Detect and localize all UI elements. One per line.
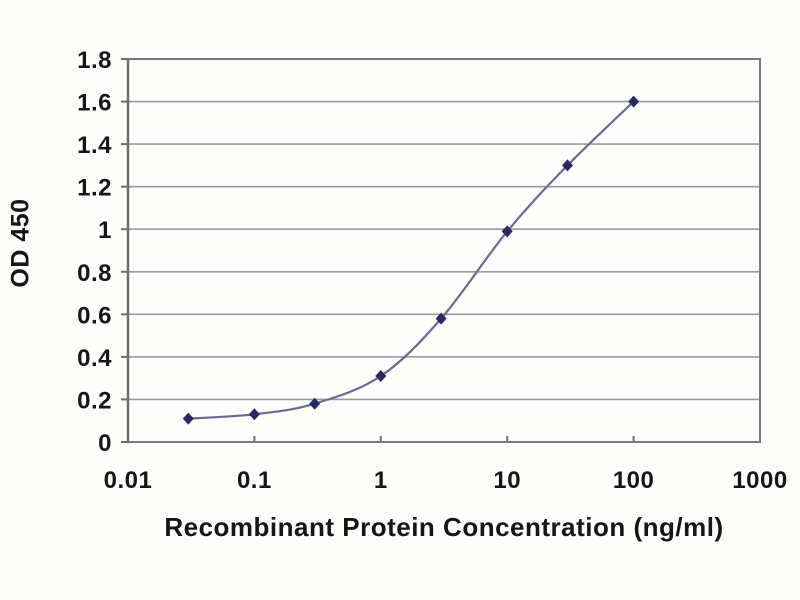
data-point-marker bbox=[375, 370, 387, 382]
y-axis-title: OD 450 bbox=[6, 198, 35, 288]
x-tick-label: 0.1 bbox=[237, 467, 272, 494]
x-tick-label: 0.01 bbox=[104, 467, 153, 494]
series-line bbox=[187, 100, 635, 420]
data-point-marker bbox=[562, 159, 573, 172]
data-point-marker bbox=[501, 225, 513, 238]
x-tick-label: 1000 bbox=[732, 467, 787, 494]
y-tick-label: 0.2 bbox=[77, 387, 112, 414]
y-tick-label: 1.2 bbox=[77, 175, 112, 202]
x-tick-label: 10 bbox=[493, 467, 521, 494]
data-point-marker bbox=[182, 412, 194, 425]
y-tick-label: 1.8 bbox=[77, 47, 112, 74]
data-point-marker bbox=[628, 95, 640, 108]
y-tick-label: 1 bbox=[98, 217, 112, 244]
x-tick-label: 100 bbox=[613, 467, 655, 494]
y-tick-label: 0.4 bbox=[77, 345, 112, 372]
x-axis-title: Recombinant Protein Concentration (ng/ml… bbox=[164, 512, 724, 542]
data-point-marker bbox=[309, 397, 321, 410]
y-tick-label: 0.8 bbox=[77, 260, 112, 287]
data-point-marker bbox=[248, 408, 260, 421]
data-point-marker bbox=[435, 312, 447, 325]
y-tick-label: 1.6 bbox=[77, 90, 112, 117]
y-tick-label: 0.6 bbox=[77, 302, 112, 329]
x-tick-label: 1 bbox=[374, 467, 388, 494]
y-tick-label: 1.4 bbox=[77, 132, 112, 159]
y-tick-label: 0 bbox=[98, 430, 112, 457]
plot-area bbox=[128, 59, 760, 442]
